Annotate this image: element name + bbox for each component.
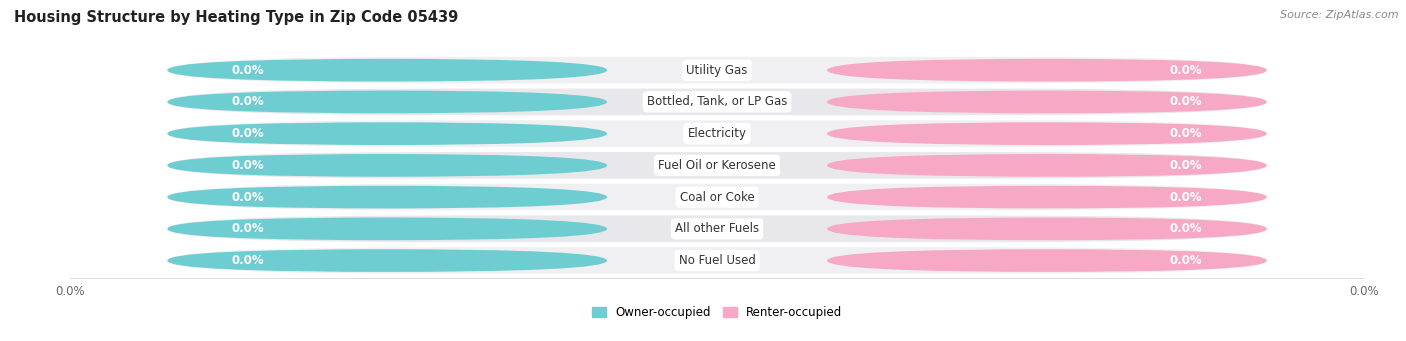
Text: Fuel Oil or Kerosene: Fuel Oil or Kerosene <box>658 159 776 172</box>
Text: 0.0%: 0.0% <box>232 64 264 77</box>
Text: Electricity: Electricity <box>688 127 747 140</box>
Text: Coal or Coke: Coal or Coke <box>679 191 755 204</box>
Text: No Fuel Used: No Fuel Used <box>679 254 755 267</box>
FancyBboxPatch shape <box>167 90 607 113</box>
Text: Utility Gas: Utility Gas <box>686 64 748 77</box>
Text: 0.0%: 0.0% <box>1170 191 1202 204</box>
FancyBboxPatch shape <box>167 59 607 81</box>
FancyBboxPatch shape <box>827 186 1267 209</box>
Text: Bottled, Tank, or LP Gas: Bottled, Tank, or LP Gas <box>647 95 787 108</box>
Text: 0.0%: 0.0% <box>232 159 264 172</box>
Text: 0.0%: 0.0% <box>1170 127 1202 140</box>
Text: 0.0%: 0.0% <box>1170 159 1202 172</box>
FancyBboxPatch shape <box>167 89 1267 115</box>
Text: 0.0%: 0.0% <box>232 95 264 108</box>
Text: 0.0%: 0.0% <box>232 191 264 204</box>
FancyBboxPatch shape <box>167 216 1267 242</box>
FancyBboxPatch shape <box>167 184 1267 210</box>
FancyBboxPatch shape <box>827 90 1267 113</box>
FancyBboxPatch shape <box>167 152 1267 179</box>
Text: Source: ZipAtlas.com: Source: ZipAtlas.com <box>1281 10 1399 20</box>
FancyBboxPatch shape <box>167 122 607 145</box>
FancyBboxPatch shape <box>827 249 1267 272</box>
FancyBboxPatch shape <box>827 59 1267 81</box>
FancyBboxPatch shape <box>827 122 1267 145</box>
FancyBboxPatch shape <box>167 186 607 209</box>
FancyBboxPatch shape <box>167 57 1267 84</box>
Text: 0.0%: 0.0% <box>1170 254 1202 267</box>
FancyBboxPatch shape <box>167 154 607 177</box>
FancyBboxPatch shape <box>167 247 1267 274</box>
Text: 0.0%: 0.0% <box>1170 95 1202 108</box>
FancyBboxPatch shape <box>827 218 1267 240</box>
Text: 0.0%: 0.0% <box>1170 64 1202 77</box>
FancyBboxPatch shape <box>167 218 607 240</box>
FancyBboxPatch shape <box>167 249 607 272</box>
Text: 0.0%: 0.0% <box>232 254 264 267</box>
Text: Housing Structure by Heating Type in Zip Code 05439: Housing Structure by Heating Type in Zip… <box>14 10 458 25</box>
Text: All other Fuels: All other Fuels <box>675 222 759 235</box>
FancyBboxPatch shape <box>167 120 1267 147</box>
Text: 0.0%: 0.0% <box>232 222 264 235</box>
Text: 0.0%: 0.0% <box>1170 222 1202 235</box>
Legend: Owner-occupied, Renter-occupied: Owner-occupied, Renter-occupied <box>586 301 848 324</box>
FancyBboxPatch shape <box>827 154 1267 177</box>
Text: 0.0%: 0.0% <box>232 127 264 140</box>
